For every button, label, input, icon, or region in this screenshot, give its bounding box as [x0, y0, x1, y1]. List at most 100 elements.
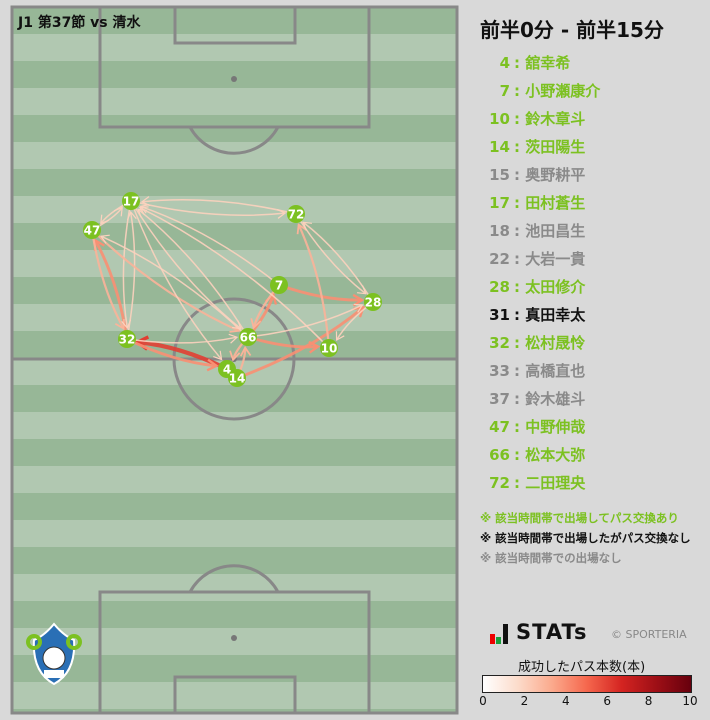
player-sep: : [514, 166, 526, 184]
pitch-stripe [12, 7, 457, 34]
player-sep: : [514, 138, 526, 156]
penalty-arc-top [188, 126, 280, 155]
pitch-stripe [12, 628, 457, 655]
player-marker-14[interactable]: 14 [228, 369, 246, 387]
player-number: 14 [489, 138, 510, 156]
player-list-item: 33: 高橋直也 [478, 360, 698, 388]
center-circle [172, 297, 296, 421]
player-marker-66[interactable]: 66 [239, 328, 257, 346]
player-list-item: 17: 田村蒼生 [478, 192, 698, 220]
pitch-stripe [12, 61, 457, 88]
player-number: 18 [489, 222, 510, 240]
player-marker-10[interactable]: 10 [320, 339, 338, 357]
player-list-item: 14: 茨田陽生 [478, 136, 698, 164]
player-sep: : [514, 278, 526, 296]
player-marker-number: 72 [288, 208, 305, 222]
player-marker-32[interactable]: 32 [118, 330, 136, 348]
player-sep: : [514, 250, 526, 268]
colorbar [482, 675, 692, 693]
colorbar-tick: 10 [682, 694, 698, 708]
player-name: 茨田陽生 [525, 138, 586, 156]
legend-note-no-pass: ※ 該当時間帯で出場したがパス交換なし [480, 531, 691, 545]
player-sep: : [514, 82, 526, 100]
player-name: 高橋直也 [525, 362, 586, 380]
player-sep: : [514, 362, 526, 380]
pass-arrow [139, 204, 280, 286]
player-name: 小野瀬康介 [525, 82, 601, 100]
player-list-item: 7: 小野瀬康介 [478, 80, 698, 108]
pitch-stripe [12, 439, 457, 466]
period-title: 前半0分 - 前半15分 [480, 18, 664, 42]
pass-arrow [126, 210, 137, 340]
player-sep: : [514, 306, 526, 324]
pass-arrow [296, 223, 331, 349]
pass-arrow [90, 229, 125, 331]
player-list-item: 28: 太田修介 [478, 276, 698, 304]
player-sep: : [514, 418, 526, 436]
club-crest-logo [26, 622, 82, 686]
player-number: 31 [489, 306, 510, 324]
player-sep: : [514, 474, 526, 492]
player-name: 中野伸哉 [525, 418, 586, 436]
pass-arrow [100, 234, 249, 338]
pass-arrow [126, 337, 219, 372]
legend-note-active: ※ 該当時間帯で出場してパス交換あり [480, 511, 679, 525]
player-number: 10 [489, 110, 510, 128]
player-number: 32 [489, 334, 510, 352]
player-sep: : [514, 54, 526, 72]
stats-brand: STATs [516, 620, 588, 644]
player-number: 15 [489, 166, 510, 184]
pitch-stripe [12, 547, 457, 574]
player-marker-number: 17 [123, 195, 140, 209]
player-name: 鈴木雄斗 [525, 390, 586, 408]
player-name: 松村晟怜 [525, 334, 586, 352]
pass-arrow [295, 213, 367, 295]
player-marker-number: 10 [321, 342, 338, 356]
player-name: 太田修介 [525, 278, 586, 296]
player-marker-28[interactable]: 28 [364, 293, 382, 311]
player-sep: : [514, 222, 526, 240]
colorbar-tick: 8 [644, 694, 653, 708]
legend-note-absent: ※ 該当時間帯での出場なし [480, 551, 622, 565]
player-marker-number: 47 [84, 224, 101, 238]
player-list-item: 32: 松村晟怜 [478, 332, 698, 360]
player-number: 17 [489, 194, 510, 212]
player-list-item: 66: 松本大弥 [478, 444, 698, 472]
player-marker-number: 66 [240, 331, 257, 345]
goal-area-top [173, 5, 297, 45]
player-marker-7[interactable]: 7 [270, 276, 288, 294]
pitch-stripe [12, 493, 457, 520]
pass-arrow [247, 303, 364, 338]
pitch-stripe [12, 196, 457, 223]
colorbar-tick: 6 [603, 694, 612, 708]
player-list-item: 31: 真田幸太 [478, 304, 698, 332]
player-sep: : [514, 390, 526, 408]
player-list-item: 37: 鈴木雄斗 [478, 388, 698, 416]
copyright: © SPORTERIA [611, 628, 687, 641]
pitch-stripe [12, 385, 457, 412]
pitch-stripe [12, 88, 457, 115]
pitch-spot [231, 76, 237, 82]
pitch-stripe [12, 601, 457, 628]
player-marker-47[interactable]: 47 [83, 221, 101, 239]
player-marker-72[interactable]: 72 [287, 205, 305, 223]
player-name: 大岩一貴 [525, 250, 586, 268]
pitch-stripe [12, 466, 457, 493]
stats-bars-icon [490, 624, 508, 644]
player-list-item: 47: 中野伸哉 [478, 416, 698, 444]
player-name: 舘幸希 [525, 54, 571, 72]
player-list-item: 4: 舘幸希 [478, 52, 698, 80]
player-marker-17[interactable]: 17 [122, 192, 140, 210]
player-list-item: 72: 二田理央 [478, 472, 698, 500]
pitch-stripe [12, 412, 457, 439]
player-marker-number: 32 [119, 333, 136, 347]
player-name: 松本大弥 [525, 446, 586, 464]
player-number: 66 [489, 446, 510, 464]
player-number: 72 [489, 474, 510, 492]
player-name: 鈴木章斗 [525, 110, 586, 128]
player-number: 4 [499, 54, 510, 72]
player-marker-number: 4 [223, 363, 231, 377]
pitch-spot [231, 635, 237, 641]
player-number: 22 [489, 250, 510, 268]
